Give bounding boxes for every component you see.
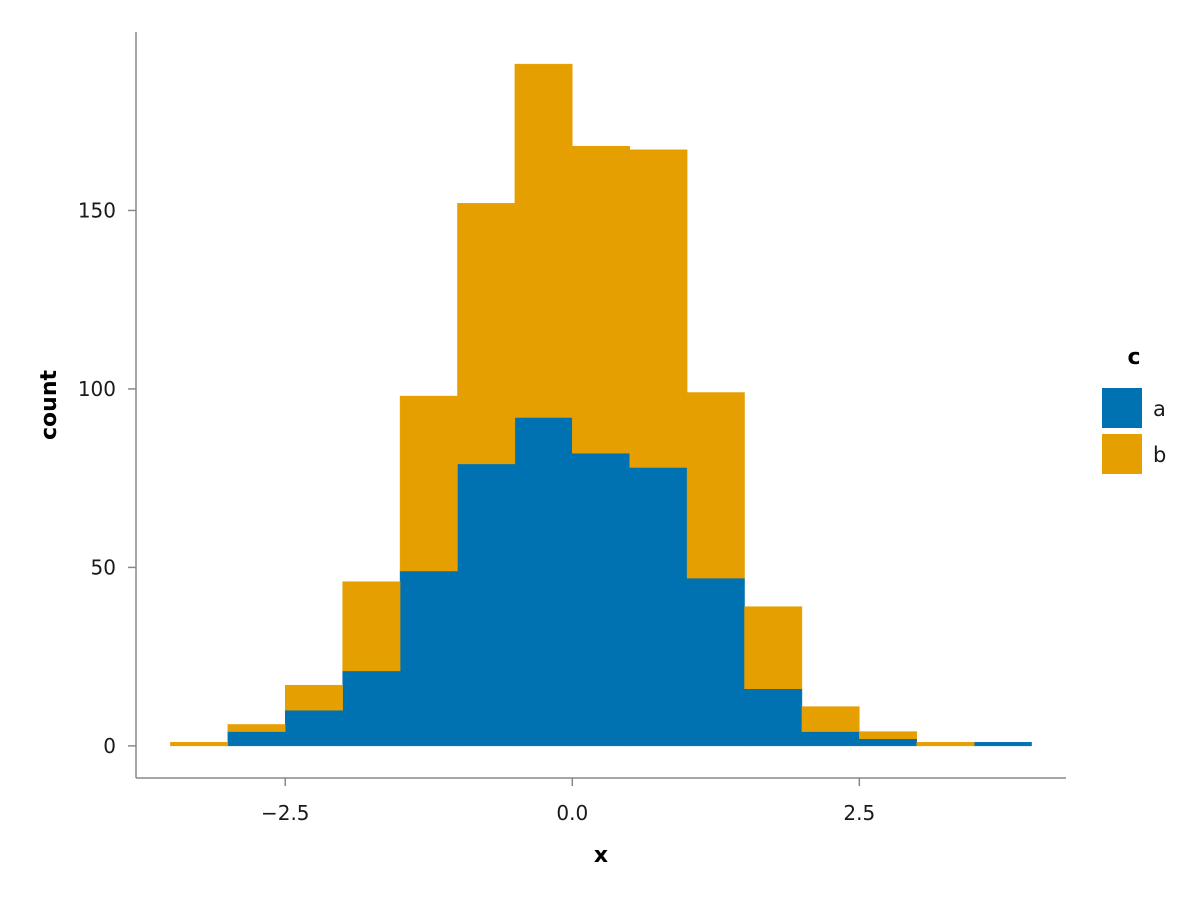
y-ticks-group: 0 50 100 150 [78, 198, 136, 758]
bar-b-bin-11 [801, 706, 860, 732]
x-tick-label: −2.5 [261, 801, 310, 825]
bar-b-bin-10 [744, 606, 803, 690]
bar-b-bin-5 [457, 203, 516, 465]
y-axis-title: count [37, 370, 62, 440]
bar-a-bin-3 [342, 670, 401, 747]
y-tick-label: 100 [78, 377, 116, 401]
legend-swatch-b [1102, 434, 1142, 474]
bar-b-bin-2 [285, 684, 343, 711]
legend-title: c [1127, 345, 1140, 370]
bar-b-bin-7 [572, 145, 630, 454]
x-axis-title: x [594, 843, 608, 868]
x-tick-label: 2.5 [843, 801, 875, 825]
y-tick-label: 150 [78, 198, 116, 222]
bar-b-bin-9 [686, 392, 745, 579]
bar-b-bin-6 [514, 63, 573, 418]
y-tick-label: 50 [91, 555, 116, 579]
bar-a-bin-11 [801, 731, 860, 747]
legend: c ab [1102, 345, 1166, 474]
bar-b-bin-1 [227, 724, 286, 732]
legend-label-b: b [1153, 443, 1166, 467]
bar-a-bin-10 [744, 688, 803, 747]
bar-a-bin-9 [686, 577, 745, 747]
bar-a-bin-2 [285, 709, 343, 747]
bars-group [170, 63, 1032, 747]
x-ticks-group: −2.5 0.0 2.5 [261, 778, 875, 825]
bar-b-bin-13 [916, 742, 975, 747]
legend-label-a: a [1153, 397, 1166, 421]
bar-b-bin-4 [399, 395, 458, 572]
bar-a-bin-14 [973, 742, 1032, 747]
bar-a-bin-7 [572, 452, 630, 747]
bar-b-bin-3 [342, 581, 401, 672]
bar-a-bin-5 [457, 463, 516, 747]
bar-a-bin-4 [399, 570, 458, 747]
x-tick-label: 0.0 [556, 801, 588, 825]
bar-a-bin-1 [227, 731, 286, 747]
bar-a-bin-6 [514, 417, 573, 747]
bar-a-bin-8 [629, 467, 688, 747]
bar-b-bin-0 [170, 742, 229, 747]
bar-b-bin-8 [629, 149, 688, 468]
y-tick-label: 0 [103, 734, 116, 758]
bar-a-bin-12 [859, 738, 917, 747]
legend-swatch-a [1102, 388, 1142, 428]
bar-b-bin-12 [859, 731, 917, 739]
